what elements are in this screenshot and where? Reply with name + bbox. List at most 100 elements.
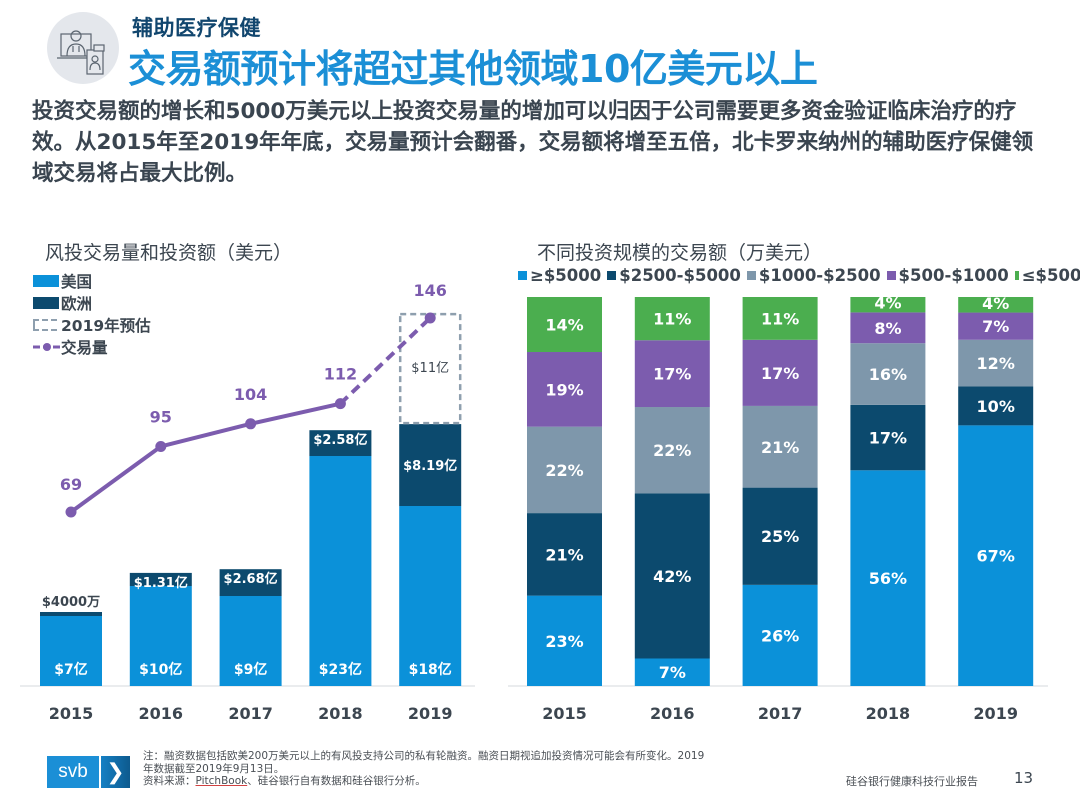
deals-point-2016 [155,440,167,452]
source-link-pitchbook[interactable]: PitchBook [195,775,248,787]
bar-size_le500-2016 [634,297,710,341]
label-europe-2017: $2.68亿 [224,571,278,587]
source-prefix: 资料来源： [143,775,196,787]
left-chart-legend: 美国 欧洲 2019年预估 交易量 [33,270,151,358]
legend-item-size_500_1000: $500-$1000 [886,266,1009,285]
label-size_ge5000-2018: 56% [869,569,907,588]
legend-label-europe: 欧洲 [61,295,93,313]
legend-item-europe: 欧洲 [33,292,151,314]
deals-label-2017: 104 [234,385,267,404]
bar-size_500_1000-2015 [527,352,602,427]
bar-size_500_1000-2016 [634,340,710,408]
footer-note: 注：融资数据包括欧美200万美元以上的有风投支持公司的私有轮融资。融资日期视追加… [143,750,823,788]
bar-us-2015 [40,616,102,686]
bar-size_ge5000-2019 [958,425,1034,686]
label-us-2018: $23亿 [319,661,362,678]
legend-swatch-size_500_1000 [886,271,896,280]
label-size_ge5000-2017: 26% [761,626,799,645]
chevron-right-icon: ❯ [101,756,130,788]
source-line: 资料来源：PitchBook、硅谷银行自有数据和硅谷银行分析。 [143,775,823,788]
label-size_2500_5000-2018: 17% [869,429,907,448]
legend-swatch-us [33,275,59,287]
legend-swatch-forecast [33,319,57,331]
label-size_2500_5000-2016: 42% [653,567,691,586]
legend-item-us: 美国 [33,270,151,292]
legend-label-size_ge5000: ≥$5000 [530,266,602,285]
deals-line-segment-2016 [160,421,252,449]
telehealth-icon [47,12,119,84]
label-size_500_1000-2018: 8% [874,319,901,338]
intro-paragraph: 投资交易额的增长和5000万美元以上投资交易量的增加可以归因于公司需要更多资金验… [32,99,1034,186]
label-size_1000_2500-2016: 22% [653,441,691,460]
legend-label-size_2500_5000: $2500-$5000 [619,266,741,285]
bar-us-2016 [129,586,192,686]
deals-point-2017 [245,418,257,430]
legend-item-size_1000_2500: $1000-$2500 [746,266,881,285]
bar-size_le500-2018 [850,297,926,313]
deals-label-2016: 95 [150,407,172,426]
legend-item-deals: 交易量 [33,336,151,358]
label-size_2500_5000-2017: 25% [761,527,799,546]
label-europe-2018: $2.58亿 [313,432,367,448]
legend-label-size_500_1000: $500-$1000 [898,266,1009,285]
x-tick-label-2017: 2017 [758,704,803,723]
legend-swatch-size_2500_5000 [607,271,617,280]
deals-point-2019 [424,312,436,324]
legend-swatch-europe [33,297,59,309]
label-forecast-2019: $11亿 [411,361,449,376]
legend-swatch-size_le500 [1014,271,1019,280]
label-us-2017: $9亿 [234,661,267,678]
legend-label-us: 美国 [61,273,93,291]
bar-size_le500-2019 [958,297,1034,313]
bar-europe-2017 [219,569,282,596]
label-us-2016: $10亿 [139,661,182,678]
deals-label-2019: 146 [413,281,446,300]
bar-size_1000_2500-2018 [850,343,926,405]
bar-size_1000_2500-2015 [527,426,602,514]
bar-us-2018 [309,456,372,686]
note-line-1: 注：融资数据包括欧美200万美元以上的有风投支持公司的私有轮融资。融资日期视追加… [143,750,705,762]
bar-size_le500-2015 [527,297,602,353]
left-chart: $7亿 $4000万 2015 $10亿 $1.31亿 2016 $9亿 $2.68亿 2017… [20,281,475,723]
bar-size_1000_2500-2017 [742,405,818,488]
x-tick-label-2015: 2015 [542,704,587,723]
label-europe-2015: $4000万 [42,595,100,610]
x-tick-label-2016: 2016 [139,704,184,723]
report-name: 硅谷银行健康科技行业报告 [846,775,978,788]
page-number: 13 [1014,769,1034,787]
deals-label-2015: 69 [60,475,82,494]
page-title: 交易额预计将超过其他领域10亿美元以上 [128,47,818,91]
label-size_le500-2015: 14% [545,316,583,335]
deals-point-2015 [65,506,77,518]
bar-europe-2016 [129,572,192,586]
label-size_le500-2017: 11% [761,309,799,328]
legend-swatch-size_1000_2500 [746,271,756,280]
bar-size_ge5000-2017 [742,584,818,686]
x-tick-label-2017: 2017 [228,704,273,723]
legend-swatch-size_ge5000 [518,271,527,280]
bar-europe-2015 [40,612,102,616]
label-size_500_1000-2016: 17% [653,365,691,384]
deals-point-2018 [334,398,346,410]
label-size_2500_5000-2019: 10% [977,397,1015,416]
label-size_1000_2500-2017: 21% [761,438,799,457]
bar-size_2500_5000-2017 [742,487,818,585]
bar-size_500_1000-2017 [742,339,818,406]
legend-label-deals: 交易量 [61,339,108,357]
bar-size_2500_5000-2015 [527,513,602,596]
x-tick-label-2019: 2019 [973,704,1018,723]
label-us-2019: $18亿 [409,661,452,678]
svb-logo-text: svb [47,756,99,788]
bar-size_ge5000-2018 [850,470,926,686]
right-chart-legend: ≥$5000 $2500-$5000 $1000-$2500 $500-$1000 ≤$… [518,266,1080,285]
note-line-2: 年数据截至2019年9月13日。 [143,762,285,775]
legend-label-forecast: 2019年预估 [61,317,151,335]
label-us-2015: $7亿 [54,661,87,678]
legend-item-size_ge5000: ≥$5000 [518,266,601,285]
label-size_le500-2016: 11% [653,310,691,329]
x-tick-label-2018: 2018 [866,704,911,723]
bar-us-2019 [399,506,462,686]
section-subtitle: 辅助医疗保健 [132,16,261,40]
deals-line-segment-2015 [69,444,162,514]
bar-europe-2019 [399,424,462,506]
